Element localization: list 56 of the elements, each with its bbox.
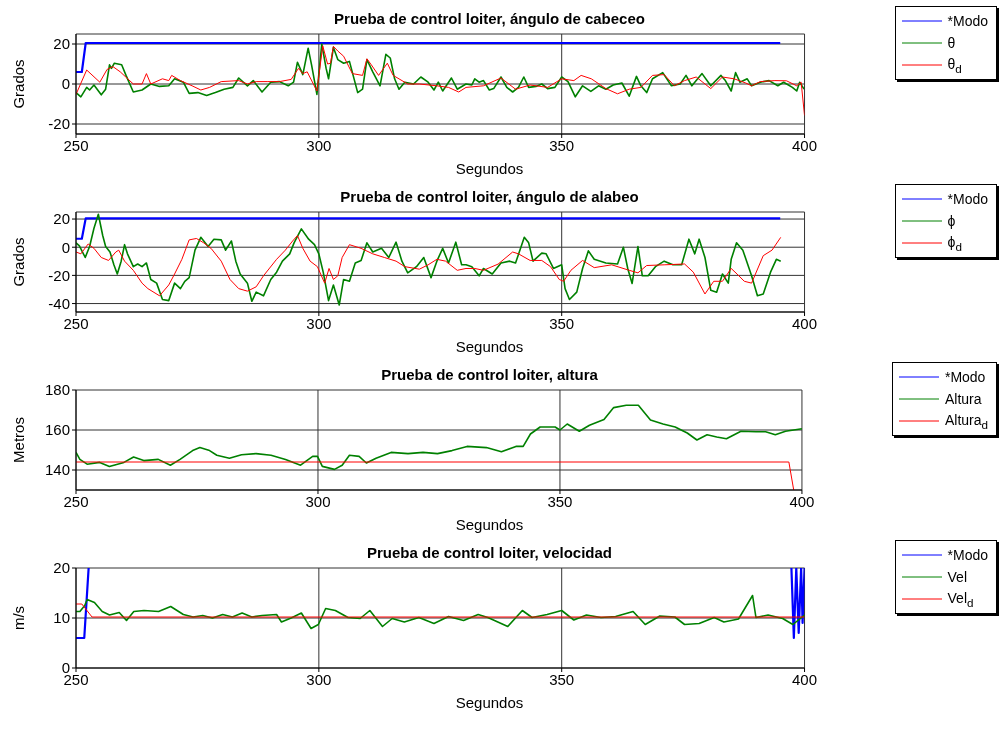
x-tick-label: 400 (792, 314, 818, 332)
y-tick-label: 0 (61, 75, 70, 93)
y-axis-title: Grados (10, 59, 28, 109)
x-tick-label: 350 (549, 136, 575, 154)
x-tick-label: 350 (547, 492, 573, 510)
y-tick-label: 0 (61, 238, 70, 256)
legend-label: *Modo (947, 191, 988, 207)
x-tick-label: 400 (789, 492, 815, 510)
x-tick-label: 300 (306, 670, 332, 688)
legend-label: Vel (947, 569, 967, 585)
y-axis-title: m/s (10, 605, 28, 631)
y-tick-label: 10 (53, 609, 70, 627)
y-axis-title: Grados (10, 237, 28, 287)
y-tick-label: 20 (53, 210, 70, 228)
y-axis-title: Metros (10, 417, 28, 463)
y-tick-label: -40 (48, 294, 70, 312)
legend-label: θ$_{d}$ (947, 55, 962, 75)
legend-label: ϕ$_{d}$ (947, 233, 962, 253)
chart-title: Prueba de control loiter, ángulo de alabeo (339, 188, 640, 205)
chart-title: Prueba de control loiter, velocidad (365, 544, 614, 561)
legend-label: ϕ (947, 213, 956, 229)
y-tick-label: 20 (53, 35, 70, 53)
x-tick-label: 400 (792, 670, 818, 688)
legend-label: θ (947, 35, 956, 51)
legend-label: *Modo (947, 13, 988, 29)
chart-title: Prueba de control loiter, altura (380, 366, 599, 383)
x-tick-label: 250 (63, 492, 89, 510)
x-tick-label: 300 (306, 136, 332, 154)
legend-label: Vel$_{d}$ (947, 589, 974, 609)
chart-title: Prueba de control loiter, ángulo de cabeceo (333, 10, 646, 27)
legend-label: *Modo (947, 547, 988, 563)
y-tick-label: 180 (44, 381, 70, 399)
y-tick-label: -20 (48, 266, 70, 284)
x-tick-label: 350 (549, 314, 575, 332)
x-tick-label: 350 (549, 670, 575, 688)
line-series (76, 404, 802, 471)
line-series (76, 43, 805, 98)
line-series (76, 235, 782, 297)
y-tick-label: -20 (48, 115, 70, 133)
y-tick-label: 160 (44, 421, 70, 439)
legend-label: Altura (944, 391, 982, 407)
y-tick-label: 20 (53, 559, 70, 577)
x-axis-title: Segundos (454, 694, 525, 711)
line-series (76, 594, 805, 630)
x-axis-title: Segundos (454, 160, 525, 177)
y-tick-label: 140 (44, 461, 70, 479)
x-tick-label: 300 (305, 492, 331, 510)
x-axis-title: Segundos (454, 338, 525, 355)
legend-label: Altura$_{d}$ (944, 411, 988, 431)
x-axis-title: Segundos (454, 516, 525, 533)
x-tick-label: 400 (792, 136, 818, 154)
legend-label: *Modo (944, 369, 986, 385)
line-series (76, 213, 782, 306)
x-tick-label: 250 (63, 314, 89, 332)
x-tick-label: 300 (306, 314, 332, 332)
x-tick-label: 250 (63, 136, 89, 154)
